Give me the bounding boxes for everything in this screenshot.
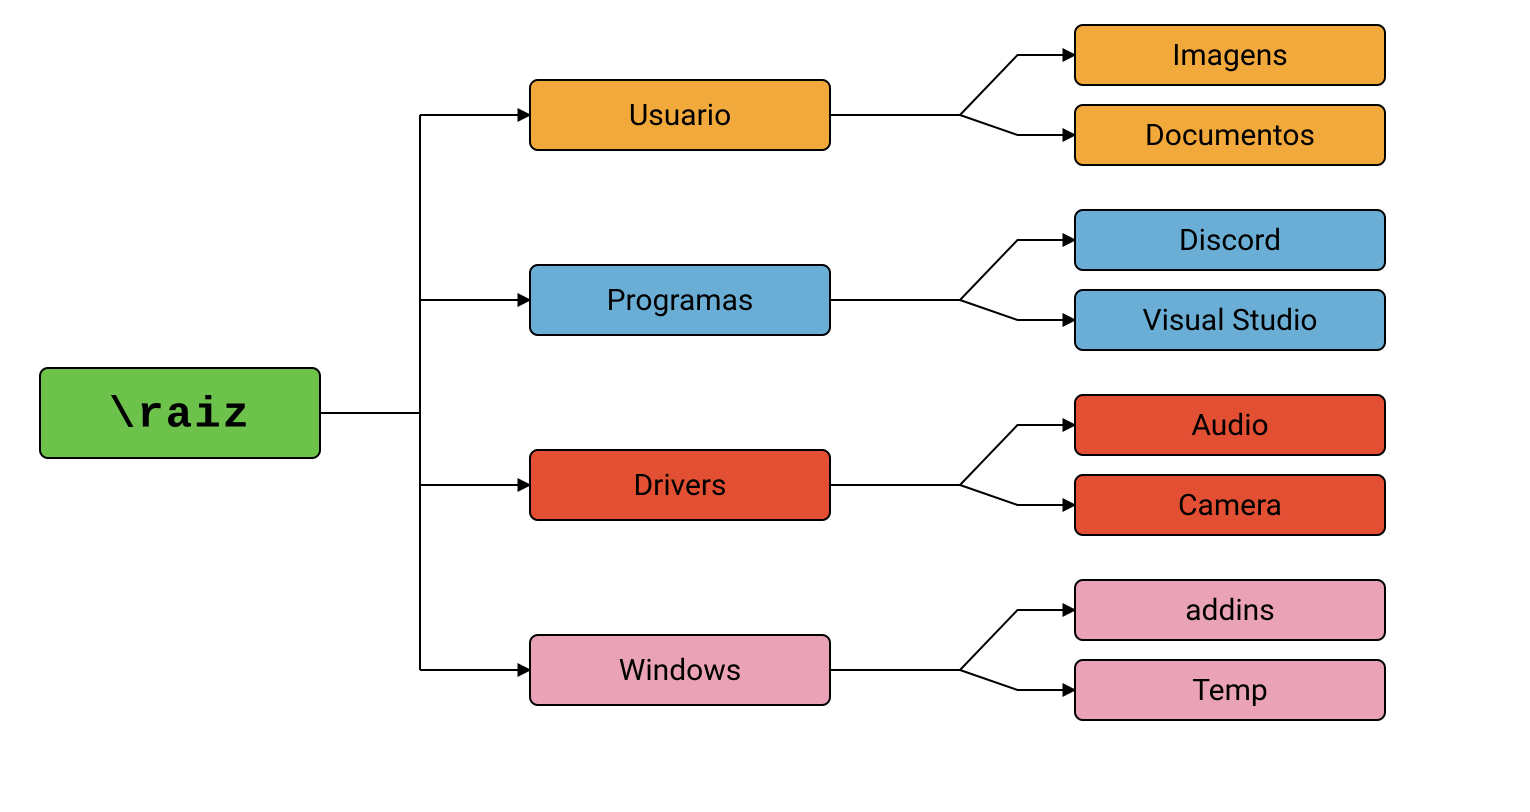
node-audio: Audio (1075, 395, 1385, 455)
node-label: Audio (1191, 408, 1268, 443)
node-addins: addins (1075, 580, 1385, 640)
node-programas: Programas (530, 265, 830, 335)
node-label: Discord (1179, 223, 1281, 258)
node-label: \raiz (109, 391, 251, 441)
node-raiz: \raiz (40, 368, 320, 458)
edge (960, 670, 1075, 690)
edge (960, 425, 1075, 485)
node-label: Documentos (1145, 118, 1315, 153)
edge (960, 300, 1075, 320)
filesystem-tree-diagram: \raiz Usuario Imagens Documentos Programas Di… (0, 0, 1530, 812)
node-label: Programas (607, 283, 754, 318)
node-camera: Camera (1075, 475, 1385, 535)
edge (960, 240, 1075, 300)
node-temp: Temp (1075, 660, 1385, 720)
edge (960, 485, 1075, 505)
node-label: Windows (619, 653, 742, 688)
node-label: Visual Studio (1143, 303, 1318, 338)
node-imagens: Imagens (1075, 25, 1385, 85)
node-drivers: Drivers (530, 450, 830, 520)
edge (960, 610, 1075, 670)
node-label: addins (1185, 593, 1275, 628)
node-windows: Windows (530, 635, 830, 705)
edge (960, 115, 1075, 135)
node-documentos: Documentos (1075, 105, 1385, 165)
node-label: Usuario (629, 98, 731, 133)
node-discord: Discord (1075, 210, 1385, 270)
node-visualstudio: Visual Studio (1075, 290, 1385, 350)
node-label: Drivers (633, 468, 726, 503)
edge (960, 55, 1075, 115)
node-label: Imagens (1172, 38, 1288, 73)
node-usuario: Usuario (530, 80, 830, 150)
node-label: Temp (1192, 673, 1268, 708)
node-label: Camera (1178, 488, 1282, 523)
nodes-layer: \raiz Usuario Imagens Documentos Programas Di… (40, 25, 1385, 720)
